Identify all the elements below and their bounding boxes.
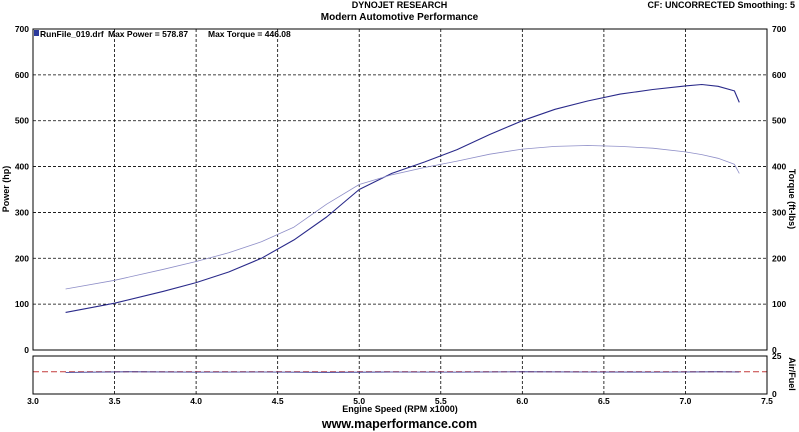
x-tick-label: 3.0 <box>27 396 39 406</box>
run-file-name: RunFile_019.drf <box>40 29 104 39</box>
y-tick-label: 500 <box>15 116 29 126</box>
y-tick-label: 100 <box>15 299 29 309</box>
y-axis-label: Power (hp) <box>1 166 11 213</box>
series-layer <box>33 83 767 373</box>
max-power-label: Max Power = 578.87 <box>108 29 188 39</box>
footer-url: www.maperformance.com <box>321 417 478 431</box>
x-tick-label: 3.5 <box>109 396 121 406</box>
y2-tick-label: 300 <box>772 207 786 217</box>
power-series-line <box>65 83 740 313</box>
y2-tick-label: 200 <box>772 253 786 263</box>
y2-tick-label: 700 <box>772 24 786 34</box>
afr-tick-label: 0 <box>772 389 777 399</box>
x-tick-label: 6.5 <box>598 396 610 406</box>
main-plot-frame <box>32 28 768 351</box>
x-axis-label: Engine Speed (RPM x1000) <box>342 404 458 414</box>
run-legend-marker <box>34 30 39 36</box>
y2-axis-label: Torque (ft-lbs) <box>787 169 797 229</box>
y2-tick-label: 500 <box>772 116 786 126</box>
afr-measured-line <box>65 371 740 373</box>
afr-plot-frame <box>32 355 768 395</box>
y-tick-label: 300 <box>15 207 29 217</box>
afr-grid <box>114 356 686 394</box>
y-tick-label: 200 <box>15 253 29 263</box>
main-grid <box>33 29 767 350</box>
afr-axis-label: Air/Fuel <box>787 357 797 391</box>
x-tick-label: 7.0 <box>680 396 692 406</box>
y2-tick-label: 0 <box>772 345 777 355</box>
y2-tick-label: 100 <box>772 299 786 309</box>
x-tick-label: 6.0 <box>516 396 528 406</box>
max-torque-label: Max Torque = 446.08 <box>208 29 291 39</box>
afr-tick-label: 25 <box>772 351 782 361</box>
x-tick-label: 5.5 <box>435 396 447 406</box>
x-tick-label: 7.5 <box>761 396 773 406</box>
ticks-layer: 3.0 3.5 4.0 4.5 5.0 5.5 6.0 6.5 7.0 7.50100200300… <box>15 24 787 406</box>
torque-series-line <box>65 145 740 290</box>
correction-factor-label: CF: UNCORRECTED Smoothing: 5 <box>647 0 796 10</box>
x-tick-label: 4.0 <box>190 396 202 406</box>
chart-subtitle: Modern Automotive Performance <box>320 12 479 23</box>
x-tick-label: 5.0 <box>353 396 365 406</box>
chart-title: DYNOJET RESEARCH <box>351 0 448 10</box>
y-tick-label: 400 <box>15 162 29 172</box>
x-tick-label: 4.5 <box>272 396 284 406</box>
y-tick-label: 700 <box>15 24 29 34</box>
y-tick-label: 600 <box>15 70 29 80</box>
y-tick-label: 0 <box>24 345 29 355</box>
y2-tick-label: 600 <box>772 70 786 80</box>
y2-tick-label: 400 <box>772 162 786 172</box>
